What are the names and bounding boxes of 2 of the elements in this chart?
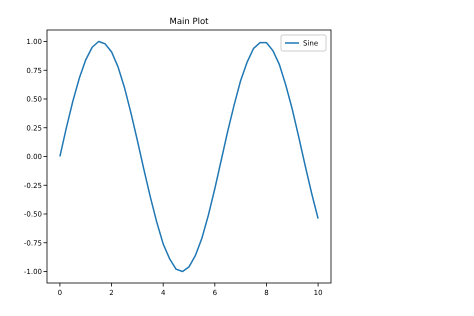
- chart-title: Main Plot: [169, 17, 210, 27]
- line-series: [59, 40, 319, 272]
